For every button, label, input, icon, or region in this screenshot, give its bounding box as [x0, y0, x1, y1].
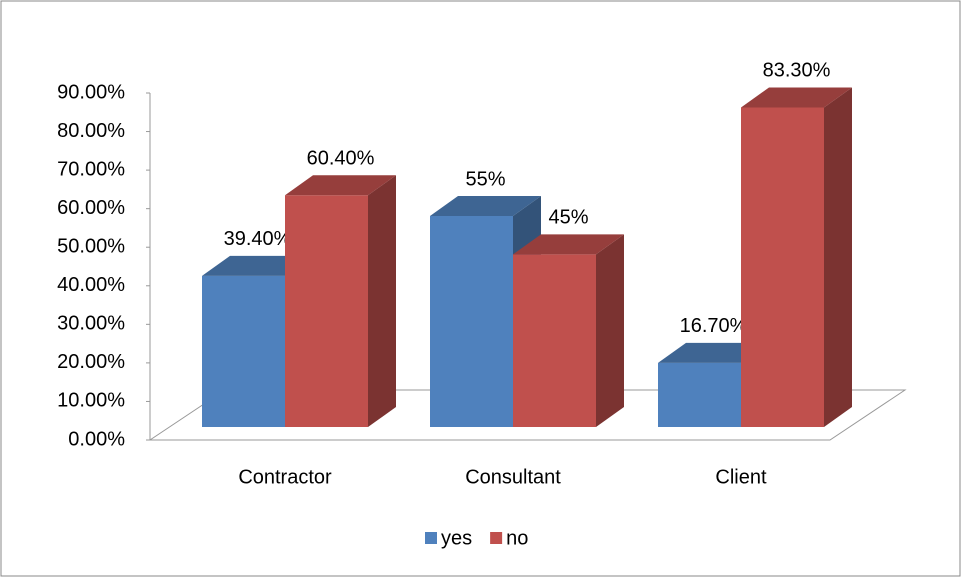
bar-front — [202, 275, 285, 427]
bar-top — [741, 87, 852, 108]
data-label: 60.40% — [307, 148, 375, 170]
bar — [285, 175, 396, 427]
y-tick-label: 60.00% — [57, 197, 125, 219]
data-label: 39.40% — [224, 228, 292, 250]
bar-top — [430, 196, 541, 217]
bar-top — [285, 175, 396, 196]
legend-swatch — [490, 532, 503, 544]
legend-label: yes — [441, 527, 472, 549]
y-tick-label: 10.00% — [57, 390, 125, 412]
legend-swatch — [425, 532, 437, 544]
data-label: 16.70% — [680, 315, 748, 337]
y-tick-label: 50.00% — [57, 236, 125, 258]
bar-front — [513, 254, 596, 427]
y-tick-label: 90.00% — [57, 81, 125, 103]
data-label: 45% — [548, 207, 588, 229]
bar-side — [596, 234, 624, 427]
y-tick-label: 0.00% — [68, 428, 125, 450]
bar — [513, 234, 624, 427]
bar-front — [658, 362, 741, 427]
x-tick-label: Contractor — [238, 466, 332, 488]
y-tick-label: 40.00% — [57, 274, 125, 296]
data-label: 55% — [465, 168, 505, 190]
y-tick-label: 30.00% — [57, 313, 125, 335]
x-tick-label: Consultant — [465, 466, 561, 488]
bar-front — [285, 195, 368, 427]
floor — [148, 389, 907, 441]
y-tick-label: 70.00% — [57, 158, 125, 180]
bar-front — [741, 107, 824, 428]
bar-front — [430, 216, 513, 427]
data-label: 83.30% — [763, 60, 831, 82]
y-tick-label: 80.00% — [57, 120, 125, 142]
x-tick-label: Client — [715, 466, 767, 488]
bar — [741, 87, 852, 428]
legend-label: no — [506, 527, 528, 549]
bar-top — [513, 234, 624, 255]
bar-side — [368, 175, 396, 427]
y-tick-label: 20.00% — [57, 351, 125, 373]
bar-side — [824, 87, 852, 428]
